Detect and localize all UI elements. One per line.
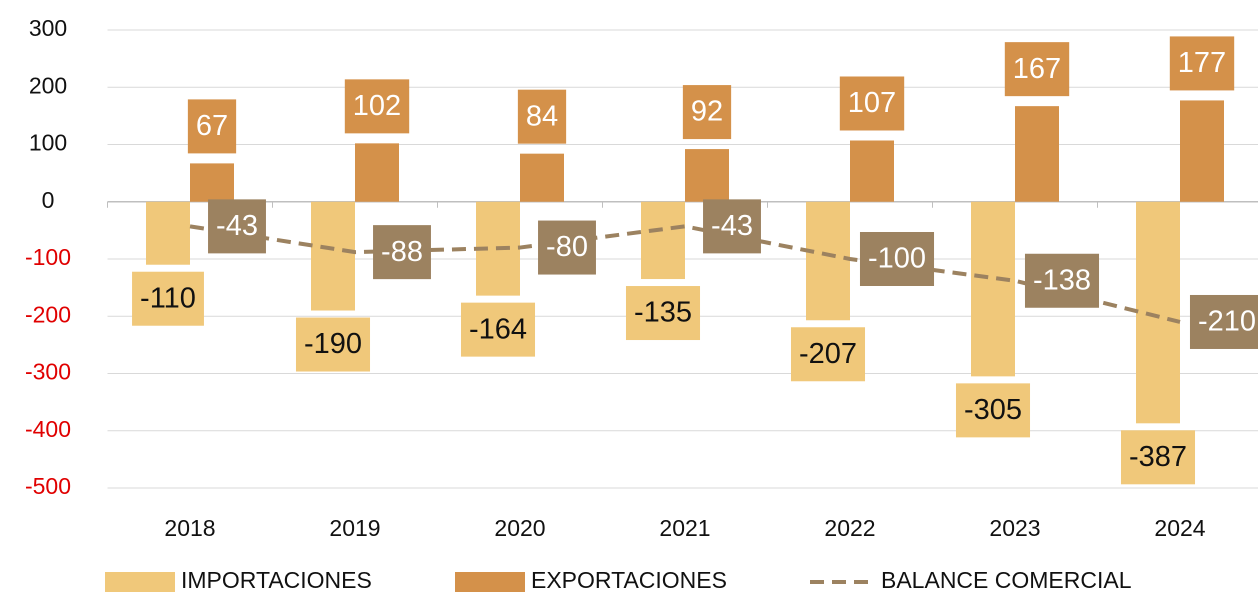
bar-label: 177 [1178,47,1226,79]
line-label-box [208,199,266,254]
bar [971,201,1015,377]
x-tick-label: 2022 [824,515,875,541]
bar-label: -135 [634,297,692,329]
bar-label: -190 [304,328,362,360]
bar [1136,201,1180,424]
balance-line [189,224,1181,324]
legend-label: BALANCE COMERCIAL [881,567,1132,593]
line-label-box [1024,253,1100,308]
line-label-box [703,199,761,254]
bar-label-box [187,99,237,154]
bar-label: -164 [469,313,527,345]
bar-label-box [682,85,732,140]
bar-label: -110 [140,282,196,314]
bar-label: 167 [1013,53,1061,85]
line-label: -43 [711,210,753,242]
bar-label: -207 [799,338,857,370]
bar [850,140,894,202]
y-tick-label: -100 [25,244,71,270]
legend-swatch [455,572,525,592]
line-label-box [1189,294,1258,349]
bar [355,143,399,202]
line-label: -88 [381,236,423,268]
line-label: -100 [868,243,926,275]
y-tick-label: -400 [25,416,71,442]
y-tick-label: 200 [29,72,67,98]
x-tick-label: 2019 [329,515,380,541]
y-tick-label: 100 [29,130,67,156]
x-tick-label: 2018 [164,515,215,541]
bar-label-box [517,89,567,144]
bar [520,153,564,202]
y-tick-label: 0 [42,187,55,213]
y-tick-label: -200 [25,301,71,327]
line-label: -138 [1033,264,1091,296]
bar-label-box [295,317,371,372]
bar [1180,100,1224,202]
bar [311,201,355,311]
y-tick-label: -300 [25,359,71,385]
bar-label: -305 [964,394,1022,426]
y-tick-label: -500 [25,473,71,499]
bar [641,201,685,280]
bar-label-box [625,286,701,341]
bar-label-box [1120,430,1196,485]
line-label: -80 [546,231,588,263]
bar-label-box [1004,42,1070,97]
bar-label: 92 [691,96,723,128]
bar [190,163,234,202]
legend-swatch [105,572,175,592]
bar [685,149,729,202]
bar-label-box [344,79,410,134]
bar-label-box [132,271,204,326]
x-tick-label: 2023 [989,515,1040,541]
x-tick-label: 2021 [659,515,710,541]
x-tick-label: 2024 [1154,515,1205,541]
bar [1015,106,1059,202]
legend-label: IMPORTACIONES [181,567,372,593]
bar-label-box [955,383,1031,438]
line-label-box [373,225,431,280]
bar-label: 107 [848,87,896,119]
bar-label: 67 [196,110,228,142]
x-tick-label: 2020 [494,515,545,541]
y-tick-label: 300 [29,15,67,41]
bar-label: 102 [353,90,401,122]
bar [806,201,850,321]
bar-label-box [839,76,905,131]
bar-label-box [790,327,866,382]
bar-label: -387 [1129,441,1187,473]
line-label: -43 [216,210,258,242]
bar-label-box [460,302,536,357]
bar-label: 84 [526,100,558,132]
line-label-box [859,232,935,286]
bar [146,201,190,265]
bar-label-box [1169,36,1235,91]
line-label: -210 [1198,306,1256,338]
legend-label: EXPORTACIONES [531,567,727,593]
line-label-box [538,220,596,275]
